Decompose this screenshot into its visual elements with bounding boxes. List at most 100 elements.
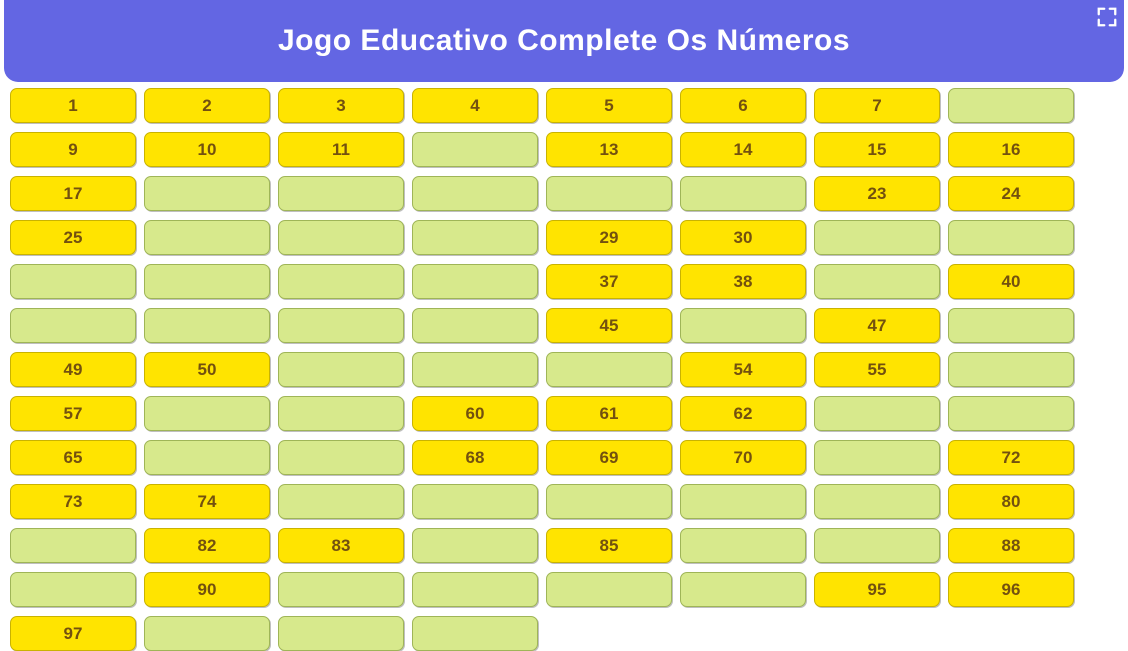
number-cell-filled: 38 — [680, 264, 806, 299]
number-cell-blank[interactable] — [680, 176, 806, 211]
number-cell-blank[interactable] — [278, 616, 404, 651]
number-cell-blank[interactable] — [278, 440, 404, 475]
fullscreen-icon[interactable] — [1096, 6, 1118, 28]
number-cell-filled: 49 — [10, 352, 136, 387]
number-cell-blank[interactable] — [278, 484, 404, 519]
number-cell-blank[interactable] — [680, 572, 806, 607]
number-cell-filled: 1 — [10, 88, 136, 123]
number-cell-blank[interactable] — [144, 220, 270, 255]
number-cell-blank[interactable] — [412, 176, 538, 211]
number-cell-filled: 47 — [814, 308, 940, 343]
number-cell-blank[interactable] — [278, 264, 404, 299]
number-cell-blank[interactable] — [412, 616, 538, 651]
number-cell-blank[interactable] — [412, 264, 538, 299]
number-cell-blank[interactable] — [10, 308, 136, 343]
number-cell-blank[interactable] — [680, 528, 806, 563]
number-cell-blank[interactable] — [144, 396, 270, 431]
number-cell-blank[interactable] — [680, 484, 806, 519]
number-cell-blank[interactable] — [10, 572, 136, 607]
number-cell-filled: 24 — [948, 176, 1074, 211]
number-cell-filled: 95 — [814, 572, 940, 607]
number-cell-blank[interactable] — [948, 352, 1074, 387]
number-cell-filled: 7 — [814, 88, 940, 123]
number-cell-filled: 74 — [144, 484, 270, 519]
number-cell-filled: 54 — [680, 352, 806, 387]
number-cell-blank[interactable] — [948, 220, 1074, 255]
number-cell-filled: 40 — [948, 264, 1074, 299]
number-cell-filled: 17 — [10, 176, 136, 211]
number-cell-filled: 23 — [814, 176, 940, 211]
number-cell-filled: 88 — [948, 528, 1074, 563]
number-cell-blank[interactable] — [412, 572, 538, 607]
number-cell-blank[interactable] — [144, 440, 270, 475]
number-cell-filled: 5 — [546, 88, 672, 123]
number-cell-blank[interactable] — [412, 352, 538, 387]
number-cell-blank[interactable] — [278, 308, 404, 343]
number-cell-blank[interactable] — [546, 484, 672, 519]
page-title: Jogo Educativo Complete Os Números — [278, 24, 850, 58]
number-cell-filled: 13 — [546, 132, 672, 167]
number-cell-filled: 16 — [948, 132, 1074, 167]
number-cell-filled: 69 — [546, 440, 672, 475]
header-bar: Jogo Educativo Complete Os Números — [4, 0, 1124, 82]
number-cell-blank[interactable] — [144, 176, 270, 211]
number-cell-filled: 10 — [144, 132, 270, 167]
number-cell-blank[interactable] — [412, 132, 538, 167]
number-cell-filled: 6 — [680, 88, 806, 123]
number-cell-filled: 73 — [10, 484, 136, 519]
page: Jogo Educativo Complete Os Números 12345… — [0, 0, 1128, 631]
number-cell-filled: 62 — [680, 396, 806, 431]
number-cell-blank[interactable] — [278, 572, 404, 607]
number-cell-blank[interactable] — [144, 308, 270, 343]
number-cell-filled: 96 — [948, 572, 1074, 607]
number-cell-filled: 72 — [948, 440, 1074, 475]
number-cell-blank[interactable] — [144, 616, 270, 651]
number-cell-filled: 97 — [10, 616, 136, 651]
number-cell-filled: 90 — [144, 572, 270, 607]
number-cell-blank[interactable] — [10, 264, 136, 299]
number-cell-blank[interactable] — [546, 572, 672, 607]
number-cell-filled: 45 — [546, 308, 672, 343]
number-cell-filled: 30 — [680, 220, 806, 255]
number-cell-blank[interactable] — [278, 220, 404, 255]
number-cell-filled: 55 — [814, 352, 940, 387]
number-cell-blank[interactable] — [948, 308, 1074, 343]
number-cell-filled: 70 — [680, 440, 806, 475]
number-cell-blank[interactable] — [948, 396, 1074, 431]
number-cell-blank[interactable] — [546, 352, 672, 387]
number-cell-filled: 14 — [680, 132, 806, 167]
number-cell-blank[interactable] — [814, 264, 940, 299]
number-cell-filled: 61 — [546, 396, 672, 431]
number-cell-blank[interactable] — [412, 220, 538, 255]
number-cell-filled: 80 — [948, 484, 1074, 519]
number-cell-blank[interactable] — [412, 528, 538, 563]
number-cell-filled: 2 — [144, 88, 270, 123]
number-cell-filled: 82 — [144, 528, 270, 563]
number-cell-blank[interactable] — [814, 396, 940, 431]
number-cell-blank[interactable] — [10, 528, 136, 563]
number-cell-blank[interactable] — [144, 264, 270, 299]
number-cell-filled: 50 — [144, 352, 270, 387]
number-cell-blank[interactable] — [814, 440, 940, 475]
number-cell-blank[interactable] — [412, 484, 538, 519]
number-cell-filled: 83 — [278, 528, 404, 563]
number-cell-filled: 60 — [412, 396, 538, 431]
number-cell-blank[interactable] — [546, 176, 672, 211]
number-cell-filled: 11 — [278, 132, 404, 167]
number-cell-blank[interactable] — [278, 176, 404, 211]
number-cell-blank[interactable] — [680, 308, 806, 343]
number-cell-blank[interactable] — [948, 88, 1074, 123]
number-cell-filled: 65 — [10, 440, 136, 475]
number-cell-blank[interactable] — [278, 396, 404, 431]
number-cell-blank[interactable] — [278, 352, 404, 387]
number-cell-blank[interactable] — [814, 220, 940, 255]
number-cell-blank[interactable] — [412, 308, 538, 343]
number-cell-filled: 57 — [10, 396, 136, 431]
number-cell-blank[interactable] — [814, 528, 940, 563]
number-cell-filled: 85 — [546, 528, 672, 563]
number-cell-filled: 25 — [10, 220, 136, 255]
number-cell-filled: 3 — [278, 88, 404, 123]
number-cell-filled: 29 — [546, 220, 672, 255]
number-cell-filled: 4 — [412, 88, 538, 123]
number-cell-blank[interactable] — [814, 484, 940, 519]
